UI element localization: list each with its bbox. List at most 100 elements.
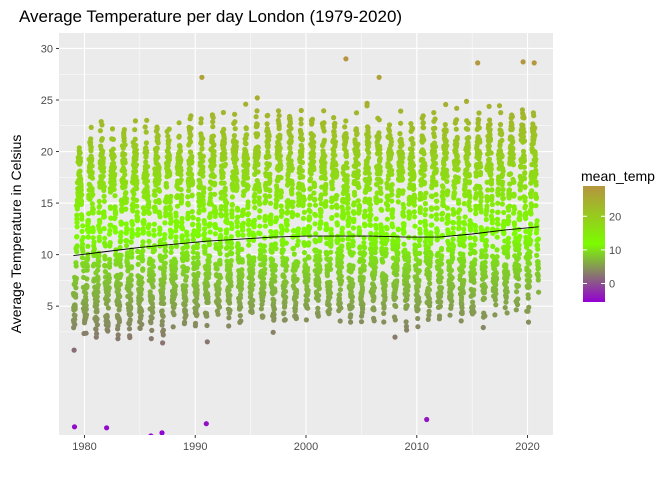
data-point xyxy=(510,138,516,144)
data-point xyxy=(416,268,422,274)
data-point xyxy=(150,264,156,270)
data-point xyxy=(127,317,133,323)
data-point xyxy=(350,250,356,256)
data-point xyxy=(112,171,118,177)
data-point xyxy=(128,291,134,297)
data-point xyxy=(477,169,484,176)
data-point xyxy=(447,312,453,318)
data-point xyxy=(150,258,156,264)
data-point xyxy=(160,332,166,338)
data-point xyxy=(489,187,495,193)
data-point xyxy=(202,220,208,227)
data-point xyxy=(106,285,112,291)
data-point xyxy=(366,134,372,140)
data-point xyxy=(311,144,317,150)
data-point xyxy=(489,177,495,183)
data-point xyxy=(182,302,188,308)
data-point xyxy=(118,230,124,236)
data-point xyxy=(95,267,101,273)
data-point xyxy=(273,229,279,235)
data-point xyxy=(504,310,510,316)
data-point xyxy=(392,317,398,323)
data-point xyxy=(487,121,493,127)
data-point xyxy=(455,166,461,172)
data-point xyxy=(432,144,439,150)
data-point xyxy=(318,207,324,213)
data-point xyxy=(195,270,201,276)
data-point xyxy=(289,181,295,187)
data-point xyxy=(311,183,318,190)
data-point xyxy=(492,312,498,318)
data-point xyxy=(440,210,446,216)
data-point xyxy=(318,192,324,198)
data-point xyxy=(506,218,512,224)
data-point xyxy=(428,252,434,258)
data-point xyxy=(327,294,333,300)
data-point xyxy=(122,160,128,166)
data-point xyxy=(495,187,502,193)
data-point xyxy=(125,268,131,274)
data-point xyxy=(161,275,167,282)
data-point xyxy=(226,300,233,306)
data-point xyxy=(229,214,235,220)
data-point xyxy=(334,193,340,199)
data-point xyxy=(184,256,190,263)
data-point xyxy=(461,234,467,240)
data-point xyxy=(194,311,200,317)
data-point xyxy=(372,250,378,256)
data-point xyxy=(246,242,252,248)
data-point xyxy=(227,263,234,269)
data-point xyxy=(167,172,173,178)
data-point xyxy=(327,256,333,262)
data-point xyxy=(305,265,311,271)
data-point xyxy=(317,235,323,241)
data-point xyxy=(105,292,111,298)
data-point xyxy=(281,274,287,280)
data-point xyxy=(173,283,179,289)
data-point xyxy=(322,153,328,159)
data-point xyxy=(516,251,523,257)
data-point xyxy=(339,278,345,284)
data-point xyxy=(94,309,100,315)
data-point xyxy=(89,169,95,175)
data-point xyxy=(105,328,111,334)
data-point xyxy=(178,198,185,204)
data-point xyxy=(493,276,500,282)
data-point xyxy=(265,112,271,118)
data-point xyxy=(150,277,156,283)
data-point xyxy=(271,312,277,318)
data-point xyxy=(206,266,212,272)
data-point xyxy=(171,312,177,318)
data-point xyxy=(156,164,162,170)
data-point xyxy=(73,285,79,291)
data-point xyxy=(515,296,521,302)
data-point xyxy=(367,222,374,228)
data-point xyxy=(426,308,432,314)
data-point xyxy=(249,286,255,292)
data-point xyxy=(421,172,427,179)
data-point xyxy=(300,201,306,207)
data-point xyxy=(443,138,449,144)
data-point xyxy=(439,253,445,259)
data-point xyxy=(123,190,129,196)
data-point xyxy=(138,291,144,297)
data-point xyxy=(389,182,395,188)
data-point xyxy=(71,347,77,353)
data-point xyxy=(328,249,334,255)
data-point xyxy=(482,313,488,319)
data-point xyxy=(323,181,329,188)
data-point xyxy=(305,275,311,282)
data-point xyxy=(376,134,382,140)
data-point xyxy=(344,160,350,166)
data-point xyxy=(256,195,262,201)
data-point xyxy=(254,108,260,114)
data-point xyxy=(366,177,373,183)
data-point xyxy=(311,159,317,165)
data-point xyxy=(112,229,119,235)
data-point xyxy=(521,115,527,121)
data-point xyxy=(395,199,401,205)
data-point xyxy=(201,207,207,213)
data-point xyxy=(199,145,205,151)
data-point xyxy=(482,269,488,275)
data-point xyxy=(488,166,494,172)
